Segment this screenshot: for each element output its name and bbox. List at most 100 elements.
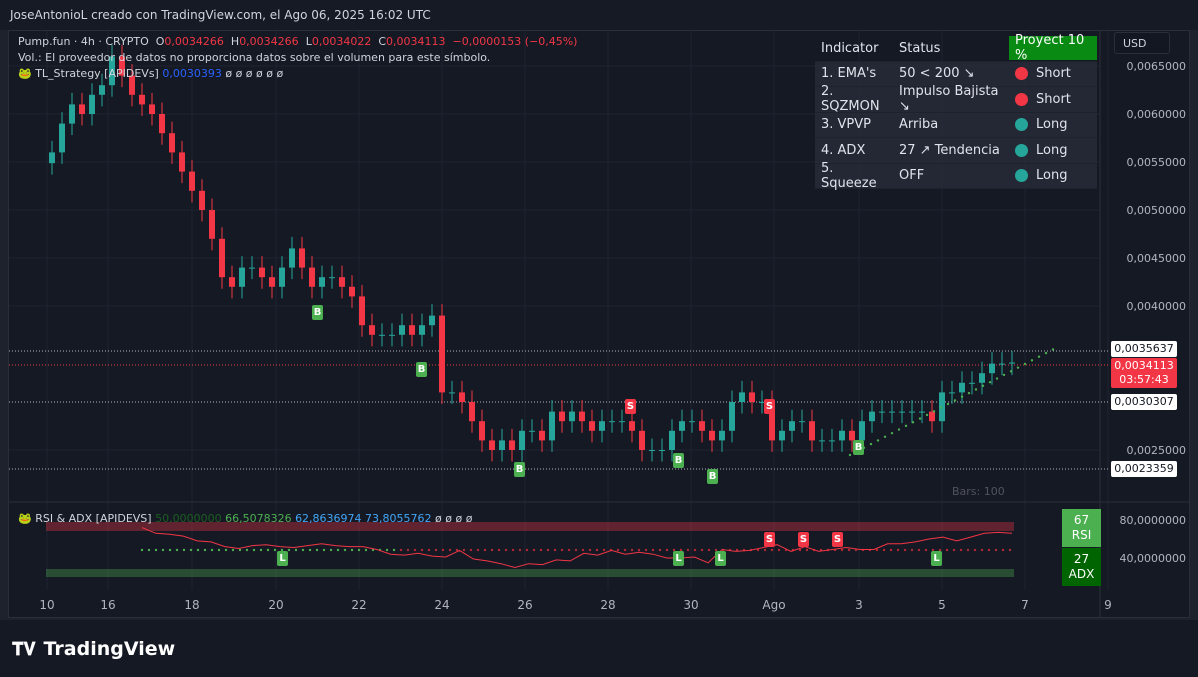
frog-icon: 🐸 — [18, 67, 32, 80]
midline-dot — [259, 548, 263, 552]
trail-dot — [995, 377, 999, 380]
tradingview-logo[interactable]: 𝐓𝐕 TradingView — [12, 638, 175, 660]
candle-body — [619, 421, 625, 423]
price-label-upper: 0,0035637 — [1111, 341, 1177, 357]
midline-dot — [805, 548, 809, 552]
candle-body — [349, 286, 355, 297]
trail-dot — [911, 421, 915, 424]
volume-note: Vol.: El proveedor de datos no proporcio… — [18, 51, 491, 64]
rsi-axis-tick: 80,0000000 — [1119, 514, 1186, 527]
candle-body — [639, 430, 645, 450]
candle-body — [1009, 362, 1015, 364]
indicator-table: Indicator Status Proyect 10 % 1. EMA's 5… — [815, 33, 1097, 191]
candle-body — [949, 392, 955, 394]
candle-body — [329, 277, 335, 279]
signal-label: Long — [1036, 117, 1068, 133]
header-indicator: Indicator — [821, 40, 879, 56]
rsi-legend[interactable]: 🐸 RSI & ADX [APIDEVS] 50,0000000 66,5078… — [18, 512, 472, 525]
indicator-signal: Long — [1009, 117, 1097, 132]
currency-button[interactable]: USD — [1114, 32, 1170, 54]
midline-dot — [602, 548, 606, 552]
midline-dot — [322, 548, 326, 552]
overbought-band — [46, 522, 1014, 531]
trail-dot — [1044, 351, 1048, 355]
time-tick: 26 — [517, 598, 533, 612]
candle-body — [959, 382, 965, 393]
trail-dot — [1009, 370, 1013, 373]
midline-dot — [245, 548, 249, 552]
candle-body — [629, 421, 635, 431]
trail-dot — [876, 439, 880, 442]
midline-dot — [252, 548, 256, 552]
signal-dot-icon — [1015, 67, 1028, 81]
time-tick: 7 — [1021, 598, 1029, 612]
midline-dot — [350, 548, 354, 552]
candle-body — [669, 430, 675, 450]
midline-dot — [882, 548, 886, 552]
midline-dot — [441, 548, 445, 552]
close-label: C — [378, 35, 387, 48]
midline-dot — [847, 548, 851, 552]
time-tick: 30 — [683, 598, 699, 612]
candle-body — [169, 133, 175, 153]
candle-body — [889, 411, 895, 413]
rsi-axis-tick: 40,0000000 — [1119, 552, 1186, 565]
midline-dot — [756, 548, 760, 552]
symbol-name[interactable]: Pump.fun · 4h · CRYPTO — [18, 35, 149, 48]
trail-dot — [925, 413, 929, 417]
candle-body — [569, 411, 575, 422]
candle-body — [189, 171, 195, 191]
candle-body — [799, 421, 805, 423]
candle-body — [479, 421, 485, 441]
adx-badge-label: ADX — [1068, 567, 1095, 581]
midline-dot — [693, 548, 697, 552]
midline-dot — [763, 548, 767, 552]
rsi-badge-value: 67 — [1073, 513, 1090, 527]
candle-body — [929, 411, 935, 422]
rsi-title[interactable]: RSI & ADX [APIDEVS] — [35, 512, 152, 525]
midline-dot — [672, 548, 676, 552]
symbol-legend: Pump.fun · 4h · CRYPTO O0,0034266 H0,003… — [18, 35, 577, 48]
buy-marker: B — [853, 440, 864, 455]
trail-dot — [904, 424, 908, 428]
candle-body — [69, 104, 75, 124]
candle-body — [819, 440, 825, 442]
trail-dot — [869, 442, 873, 446]
low-label: L — [305, 35, 312, 48]
candle-body — [919, 411, 925, 413]
candle-body — [589, 421, 595, 431]
indicator-name: 3. VPVP — [821, 117, 872, 133]
strategy-name[interactable]: TL_Strategy [APIDEVs] — [35, 67, 159, 80]
midline-dot — [665, 548, 669, 552]
midline-dot — [231, 548, 235, 552]
midline-dot — [539, 548, 543, 552]
midline-dot — [637, 548, 641, 552]
trail-dot — [918, 417, 922, 420]
trail-dot — [939, 406, 943, 409]
midline-dot — [140, 548, 144, 552]
candle-body — [219, 238, 225, 278]
candle-body — [379, 334, 385, 336]
midline-dot — [476, 548, 480, 552]
trail-dot — [890, 431, 894, 435]
candle-body — [659, 450, 665, 451]
candle-body — [679, 421, 685, 431]
trail-dot — [988, 381, 992, 384]
candle-body — [489, 440, 495, 450]
signal-label: Long — [1036, 142, 1068, 158]
midline-dot — [175, 548, 179, 552]
chart-canvas[interactable] — [0, 0, 1198, 620]
midline-dot — [574, 548, 578, 552]
midline-dot — [707, 548, 711, 552]
tradingview-logo-icon: 𝐓𝐕 — [12, 638, 36, 660]
close-value: 0,0034113 — [386, 35, 446, 48]
midline-dot — [798, 548, 802, 552]
current-price: 0,0034113 — [1114, 359, 1174, 372]
midline-dot — [532, 548, 536, 552]
long-marker: L — [277, 551, 288, 566]
midline-dot — [875, 548, 879, 552]
candle-body — [509, 440, 515, 450]
strategy-legend[interactable]: 🐸 TL_Strategy [APIDEVs] 0,0030393 ø ø ø … — [18, 67, 283, 80]
midline-dot — [623, 548, 627, 552]
trail-dot — [932, 410, 936, 413]
